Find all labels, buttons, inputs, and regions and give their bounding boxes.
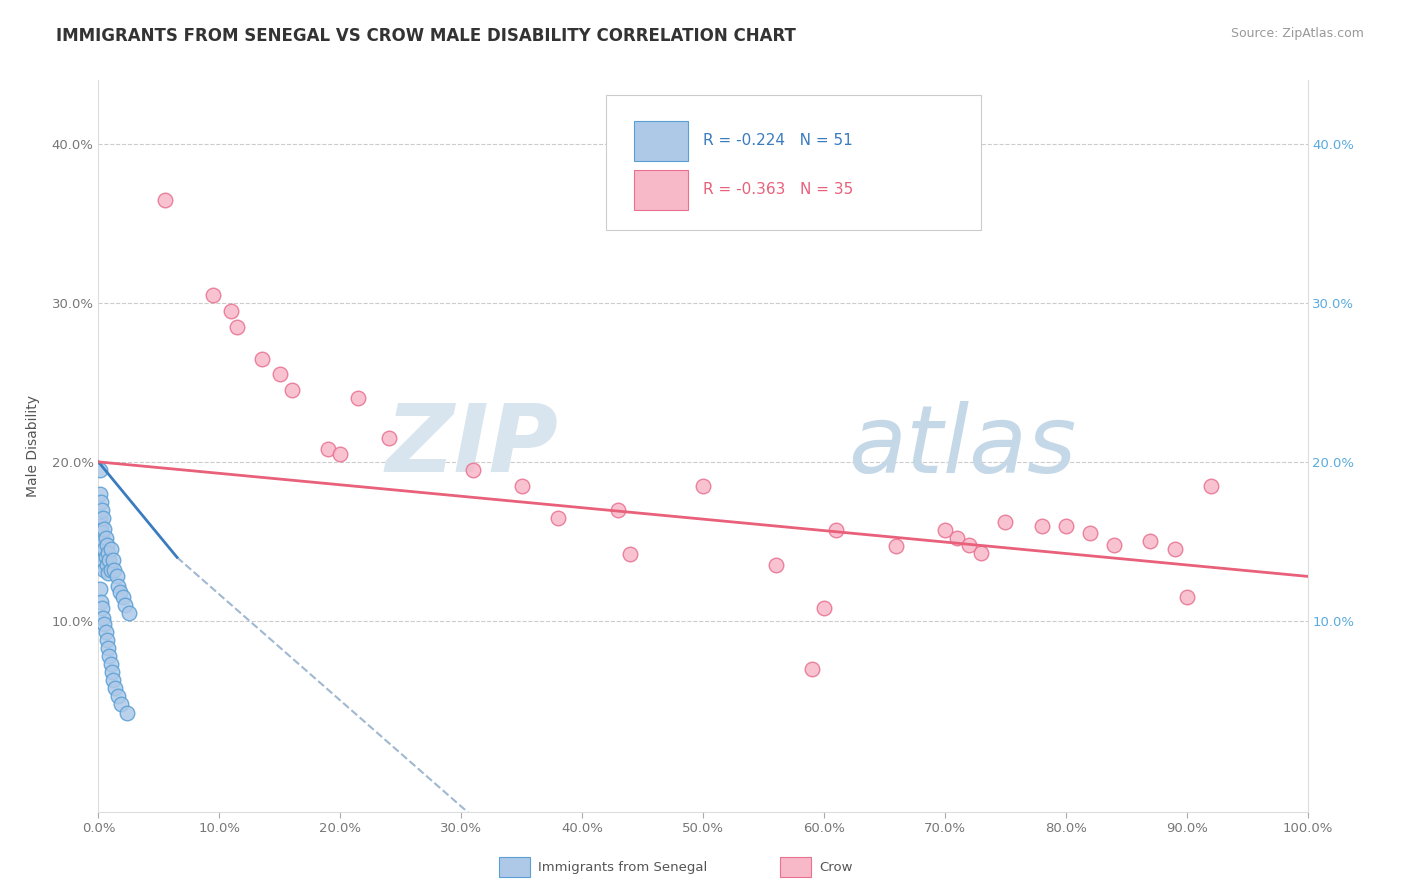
Point [90,538,112,552]
Point [153,193,176,207]
Point [110,697,132,711]
Point [1199,479,1222,493]
Point [107,579,129,593]
Point [93,563,115,577]
Point [886,539,908,553]
Point [250,351,273,366]
Point [970,545,993,559]
Point [97,545,120,559]
Point [1054,518,1077,533]
Text: ZIP: ZIP [385,400,558,492]
Point [1139,534,1161,549]
Point [946,531,969,545]
Point [269,368,291,382]
Point [105,569,128,583]
Point [100,542,122,557]
Text: Immigrants from Senegal: Immigrants from Senegal [538,861,707,873]
Point [100,563,122,577]
Point [347,392,370,406]
FancyBboxPatch shape [606,95,981,230]
Text: Crow: Crow [820,861,853,873]
Point [91,553,114,567]
Point [89,510,111,524]
Point [825,523,848,537]
Point [463,463,485,477]
Point [94,550,117,565]
Point [89,550,111,565]
Bar [634,170,689,211]
Point [91,547,114,561]
Point [91,526,114,541]
Y-axis label: Male Disability: Male Disability [27,395,41,497]
Text: R = -0.224   N = 51: R = -0.224 N = 51 [703,133,853,148]
Point [90,518,112,533]
Point [91,534,114,549]
Point [89,582,111,596]
Point [765,558,787,573]
Point [117,706,139,720]
Point [103,563,125,577]
Text: Source: ZipAtlas.com: Source: ZipAtlas.com [1230,27,1364,40]
Point [994,516,1017,530]
Point [93,542,115,557]
Point [800,662,823,676]
Point [104,681,127,695]
Point [957,538,980,552]
Text: atlas: atlas [848,401,1077,491]
Point [108,585,131,599]
Point [100,657,122,671]
Point [98,553,121,567]
Point [1175,590,1198,604]
Point [107,689,129,703]
Text: R = -0.363   N = 35: R = -0.363 N = 35 [703,183,853,197]
Point [510,479,533,493]
Point [114,598,136,612]
Point [89,486,111,500]
Point [377,431,399,445]
Point [1078,526,1101,541]
Point [93,617,115,632]
Point [90,558,112,573]
Point [96,538,118,552]
Point [813,601,835,615]
Point [221,303,243,318]
Point [281,384,304,398]
Point [98,648,121,663]
Point [93,522,115,536]
Point [1163,542,1185,557]
Point [96,558,118,573]
Point [90,595,112,609]
Point [607,502,630,516]
Point [89,463,111,477]
Point [91,502,114,516]
Point [118,606,141,620]
Point [1102,538,1125,552]
Point [90,494,112,508]
Point [91,601,114,615]
Point [100,665,122,679]
Point [202,288,225,302]
Point [316,442,339,457]
Text: IMMIGRANTS FROM SENEGAL VS CROW MALE DISABILITY CORRELATION CHART: IMMIGRANTS FROM SENEGAL VS CROW MALE DIS… [56,27,796,45]
Point [329,447,352,461]
Point [94,531,117,545]
Point [1031,518,1053,533]
Point [97,566,120,581]
Bar [634,120,689,161]
Point [101,673,124,687]
Point [91,611,114,625]
Point [94,625,117,640]
Point [226,319,249,334]
Point [91,510,114,524]
Point [111,590,134,604]
Point [934,523,956,537]
Point [96,632,118,647]
Point [547,510,569,524]
Point [101,553,124,567]
Point [692,479,714,493]
Point [97,640,120,655]
Point [619,547,641,561]
Point [89,534,111,549]
